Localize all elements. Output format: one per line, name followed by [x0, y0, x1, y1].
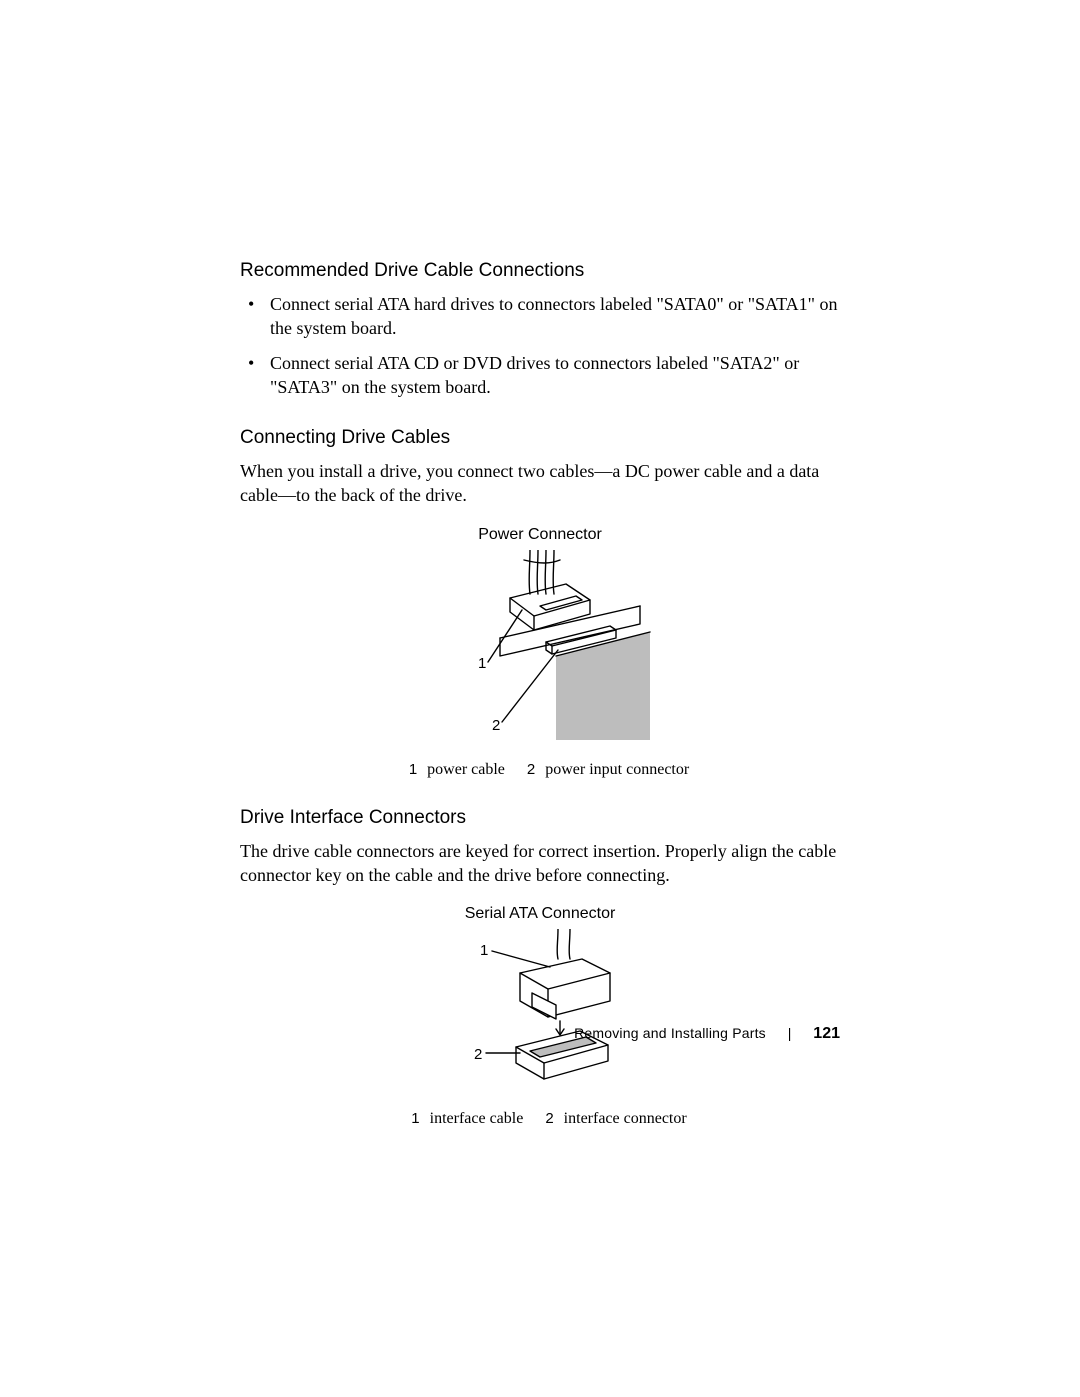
callout-2: 2 [474, 1046, 482, 1063]
power-connector-diagram: 1 2 [390, 550, 690, 750]
legend-text: power cable [427, 761, 505, 778]
footer-page-number: 121 [813, 1025, 840, 1042]
legend-num: 2 [527, 761, 535, 778]
footer-separator: | [788, 1025, 792, 1041]
legend-num: 1 [411, 1110, 419, 1127]
page-footer: Removing and Installing Parts | 121 [240, 1025, 840, 1043]
para-connecting: When you install a drive, you connect tw… [240, 459, 840, 508]
figure2-title: Serial ATA Connector [240, 905, 840, 923]
figure2-wrap: 1 2 [240, 929, 840, 1104]
bullet-item: Connect serial ATA CD or DVD drives to c… [270, 351, 840, 400]
figure2-legend: 1 interface cable 2 interface connector [240, 1110, 840, 1128]
legend-text: interface cable [430, 1110, 524, 1127]
callout-2: 2 [492, 717, 500, 734]
legend-text: interface connector [564, 1110, 687, 1127]
para-interface: The drive cable connectors are keyed for… [240, 839, 840, 888]
figure1-wrap: 1 2 [240, 550, 840, 755]
heading-recommended: Recommended Drive Cable Connections [240, 260, 840, 282]
legend-num: 1 [409, 761, 417, 778]
bullet-item: Connect serial ATA hard drives to connec… [270, 292, 840, 341]
legend-num: 2 [545, 1110, 553, 1127]
callout-1: 1 [478, 655, 486, 672]
legend-text: power input connector [545, 761, 689, 778]
figure1-title: Power Connector [240, 526, 840, 544]
heading-interface: Drive Interface Connectors [240, 807, 840, 829]
heading-connecting: Connecting Drive Cables [240, 427, 840, 449]
sata-connector-diagram: 1 2 [410, 929, 670, 1099]
callout-1: 1 [480, 942, 488, 959]
footer-chapter: Removing and Installing Parts [574, 1025, 766, 1041]
figure1-legend: 1 power cable 2 power input connector [240, 761, 840, 779]
bullet-list-recommended: Connect serial ATA hard drives to connec… [240, 292, 840, 399]
